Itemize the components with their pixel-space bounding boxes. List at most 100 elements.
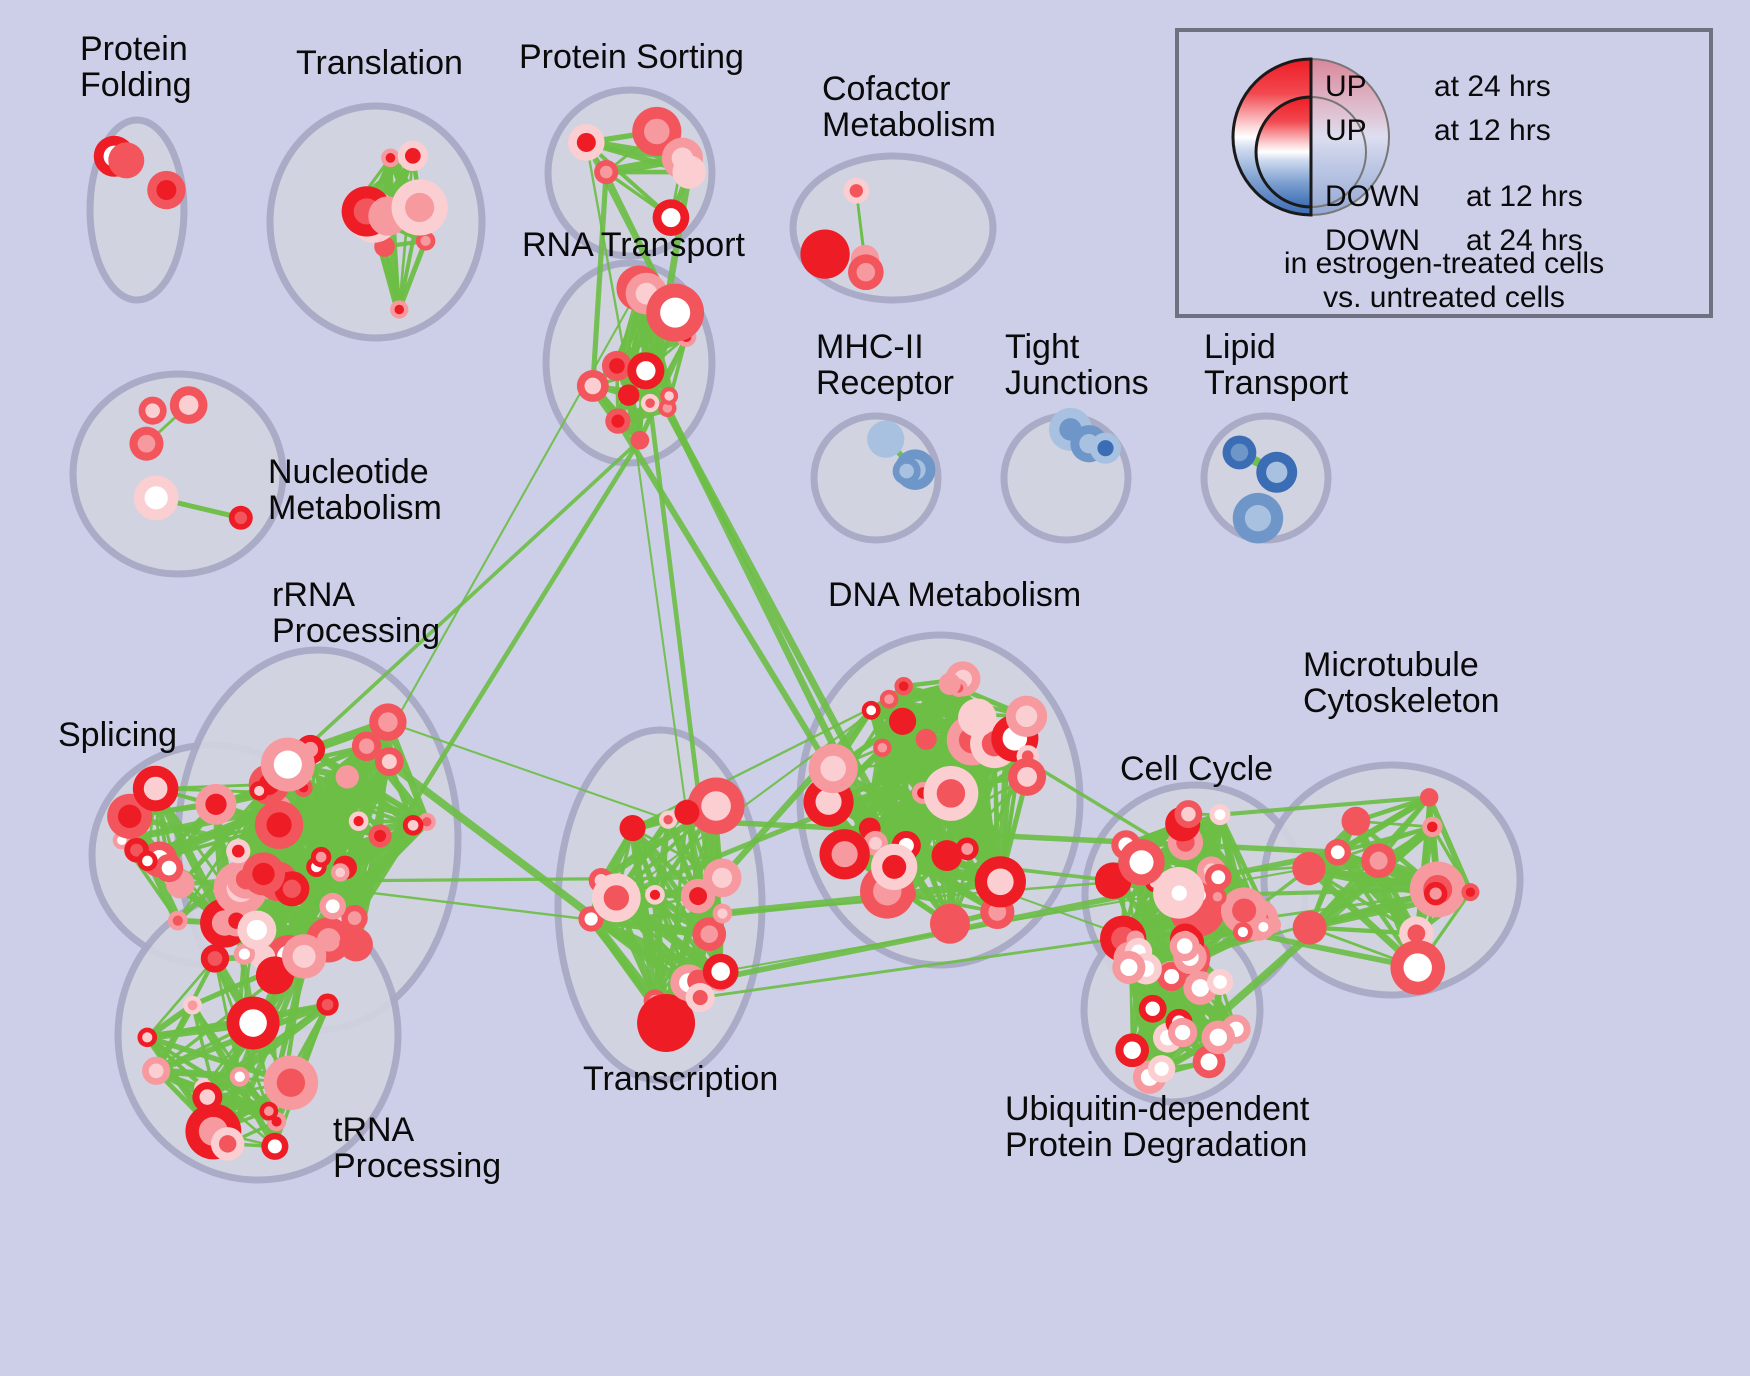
cluster-label-translation: Translation [296,44,463,82]
network-node [249,781,269,801]
network-node [576,369,609,402]
network-node [133,475,179,521]
network-node [348,811,369,832]
network-node [339,927,373,962]
network-node [319,892,347,920]
network-node [1138,994,1167,1023]
network-node [316,993,339,1016]
network-node [1209,804,1231,826]
network-node [645,884,665,905]
network-node [674,799,700,825]
network-node [1420,788,1439,807]
cluster-label-mhc-ii-receptor: MHC-II Receptor [816,328,954,402]
network-node [637,993,696,1052]
network-node [108,142,145,179]
network-node [1204,863,1232,891]
network-node [627,352,665,390]
legend-label-up-12: UP [1325,114,1367,147]
legend-time-down-12: at 12 hrs [1466,180,1583,213]
network-node [402,814,424,836]
cluster-label-tight-junctions: Tight Junctions [1005,328,1149,402]
network-node [229,1066,250,1087]
network-node [861,700,881,720]
network-node [335,765,359,789]
network-node [1089,432,1122,464]
network-node [226,838,251,864]
legend-caption-line1: in estrogen-treated cells [1283,247,1605,280]
network-node [167,910,188,931]
cluster-label-splicing: Splicing [58,716,178,754]
network-node [1222,435,1257,470]
network-node [680,878,716,914]
legend-label-up-24: UP [1325,70,1367,103]
network-node [369,703,407,741]
network-node [1256,451,1298,493]
network-node [310,846,332,868]
cluster-label-protein-sorting: Protein Sorting [519,38,744,76]
network-node [640,393,660,413]
network-node [594,160,619,185]
network-node [1008,757,1047,796]
network-node [879,689,899,709]
legend-caption-line2: vs. untreated cells [1323,281,1565,314]
cluster-label-dna-metabolism: DNA Metabolism [828,576,1082,614]
network-node [652,199,690,236]
network-node [1292,910,1327,945]
network-node [1164,878,1195,908]
network-node [923,766,979,821]
network-node [1174,800,1203,829]
network-node [1169,931,1200,962]
network-node [1324,839,1351,866]
network-node [138,396,167,425]
network-node [687,777,745,835]
cluster-label-lipid-transport: Lipid Transport [1204,328,1349,402]
cluster-label-transcription: Transcription [583,1060,779,1098]
cluster-label-cofactor-metabolism: Cofactor Metabolism [822,70,996,144]
network-node [1232,492,1284,544]
network-node [137,850,158,872]
network-node [568,124,605,161]
network-node [1253,917,1273,937]
network-node [147,170,186,210]
network-node [183,995,202,1015]
network-node [617,384,640,406]
network-node [660,386,679,405]
network-node [1423,881,1448,906]
network-node [1341,806,1371,836]
network-node [132,765,179,812]
network-node [867,420,905,458]
network-node [929,903,970,944]
legend-panel: UP at 24 hrs UP at 12 hrs DOWN at 12 hrs… [1175,28,1713,318]
network-node [591,873,641,923]
network-node [381,148,400,168]
cluster-label-rrna-processing: rRNA Processing [272,576,441,650]
network-node [619,815,646,842]
legend-time-up-24: at 24 hrs [1434,70,1551,103]
network-node [142,1056,171,1085]
legend-label-down-24: DOWN [1325,224,1420,257]
network-node [843,177,870,204]
network-node [210,1127,245,1161]
network-node [351,731,382,761]
network-node [646,283,705,342]
network-node [390,300,409,319]
network-node [1201,1020,1236,1055]
network-node [260,737,315,792]
network-node [955,837,979,861]
network-node [341,904,368,932]
network-node [263,1055,319,1110]
cluster-label-rna-transport: RNA Transport [522,226,745,264]
network-node [1422,816,1443,837]
network-node [672,155,706,189]
network-node [226,996,280,1050]
network-node [702,953,739,990]
legend-label-down-12: DOWN [1325,180,1420,213]
network-node [1461,883,1480,902]
network-node [888,707,917,735]
network-node [129,426,164,461]
network-node [915,728,937,750]
network-node [254,800,304,850]
cluster-label-protein-folding: Protein Folding [80,30,192,104]
network-node [848,254,884,291]
network-node [605,408,631,434]
